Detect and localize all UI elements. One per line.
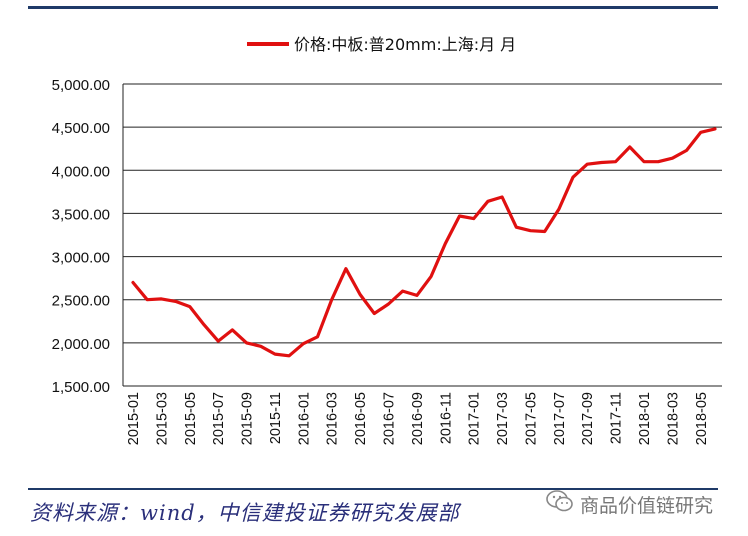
x-tick-label: 2017-05	[523, 392, 539, 445]
y-tick-label: 4,500.00	[52, 120, 110, 137]
y-tick-label: 3,500.00	[52, 206, 110, 223]
y-tick-label: 2,500.00	[52, 293, 110, 310]
x-tick-label: 2017-09	[580, 392, 596, 445]
x-tick-label: 2015-07	[211, 392, 227, 445]
x-tick-label: 2015-09	[240, 392, 256, 445]
x-tick-label: 2015-11	[268, 392, 284, 444]
bottom-rule	[28, 488, 718, 490]
x-tick-label: 2017-11	[609, 392, 625, 444]
y-tick-label: 3,000.00	[52, 250, 110, 267]
x-tick-label: 2017-01	[467, 392, 483, 445]
x-tick-label: 2016-09	[410, 392, 426, 445]
x-tick-label: 2016-07	[382, 392, 398, 445]
x-tick-label: 2015-03	[154, 392, 170, 445]
y-tick-label: 5,000.00	[52, 77, 110, 94]
x-tick-label: 2017-03	[495, 392, 511, 445]
x-tick-label: 2018-03	[665, 392, 681, 445]
wechat-icon	[546, 490, 573, 512]
y-tick-label: 1,500.00	[52, 379, 110, 396]
x-tick-label: 2016-05	[353, 392, 369, 445]
legend-label: 价格:中板:普20mm:上海:月 月	[294, 35, 516, 54]
x-tick-label: 2018-01	[637, 392, 653, 445]
top-rule	[28, 6, 718, 9]
x-tick-label: 2016-11	[438, 392, 454, 444]
y-tick-label: 2,000.00	[52, 336, 110, 353]
x-tick-label: 2016-03	[325, 392, 341, 445]
series-line	[131, 127, 717, 358]
x-tick-label: 2018-05	[694, 392, 710, 445]
watermark-text: 商品价值链研究	[580, 495, 714, 517]
x-tick-label: 2015-05	[183, 392, 199, 445]
x-tick-label: 2016-01	[296, 392, 312, 445]
y-tick-label: 4,000.00	[52, 163, 110, 180]
source-note: 资料来源：wind，中信建投证券研究发展部	[30, 501, 460, 525]
x-tick-label: 2015-01	[126, 392, 142, 445]
x-tick-label: 2017-07	[552, 392, 568, 445]
